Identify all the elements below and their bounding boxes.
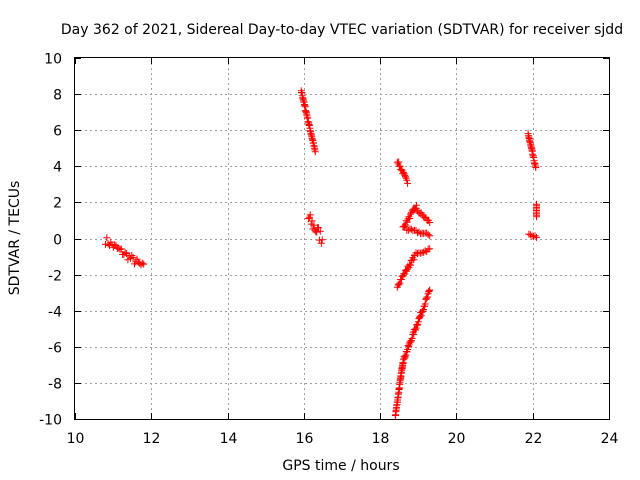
- y-tick-label: -4: [48, 305, 62, 321]
- data-point: [407, 225, 415, 233]
- x-tick-labels: 10 12 14 16 18 20 22 24: [67, 431, 619, 447]
- data-point: [140, 260, 148, 268]
- data-point: [426, 232, 434, 240]
- data-point: [531, 232, 539, 240]
- y-tick-labels: -10 -8 -6 -4 -2 0 2 4 6 8 10: [39, 52, 62, 429]
- data-point: [533, 233, 540, 241]
- data-point: [399, 360, 407, 367]
- data-point: [395, 280, 403, 288]
- data-point: [410, 256, 418, 264]
- plot-frame: [74, 57, 610, 420]
- data-point: [426, 286, 434, 294]
- data-point: [129, 253, 137, 261]
- x-tick-label: 20: [448, 431, 466, 447]
- data-point: [396, 279, 404, 287]
- data-point: [407, 209, 415, 217]
- y-tick-label: -6: [48, 341, 62, 357]
- axis-ticks: [75, 58, 610, 420]
- data-point: [304, 215, 312, 223]
- data-point: [103, 234, 111, 242]
- data-point: [404, 179, 412, 187]
- data-point: [412, 204, 420, 212]
- data-point: [116, 246, 124, 253]
- y-axis-label: SDTVAR / TECUs: [7, 181, 23, 296]
- data-point: [308, 217, 316, 225]
- data-point: [396, 162, 404, 170]
- data-point: [306, 211, 314, 219]
- data-point: [121, 249, 129, 257]
- data-point: [533, 200, 540, 208]
- data-point: [317, 239, 325, 247]
- data-point: [419, 307, 427, 315]
- data-point: [313, 228, 321, 236]
- x-tick-label: 14: [220, 431, 238, 447]
- data-point: [138, 259, 146, 267]
- data-point: [407, 210, 414, 218]
- chart-title: Day 362 of 2021, Sidereal Day-to-day VTE…: [61, 22, 623, 38]
- y-tick-label: 4: [53, 160, 62, 176]
- data-point: [424, 231, 432, 239]
- data-point: [397, 276, 405, 283]
- y-tick-label: 8: [53, 88, 62, 104]
- data-point: [408, 335, 416, 342]
- data-points: [102, 87, 540, 419]
- data-point: [426, 219, 434, 226]
- data-point: [401, 353, 409, 361]
- data-point: [530, 232, 537, 240]
- data-point: [318, 236, 326, 244]
- grid-lines: [75, 58, 609, 419]
- data-point: [316, 227, 324, 235]
- data-point: [426, 245, 434, 253]
- data-point: [422, 295, 430, 303]
- data-point: [401, 223, 409, 231]
- data-point: [400, 168, 407, 176]
- data-point: [406, 215, 414, 222]
- data-point: [420, 248, 428, 256]
- x-tick-label: 10: [67, 431, 85, 447]
- y-tick-label: 6: [53, 124, 62, 140]
- data-point: [403, 265, 411, 273]
- data-point: [532, 164, 540, 171]
- data-point: [310, 221, 318, 229]
- x-tick-label: 16: [296, 431, 314, 447]
- x-tick-label: 12: [143, 431, 161, 447]
- x-tick-label: 24: [601, 431, 619, 447]
- data-point: [117, 245, 125, 253]
- data-point: [417, 311, 425, 319]
- x-axis-label: GPS time / hours: [282, 458, 399, 474]
- y-tick-label: 2: [53, 196, 62, 212]
- data-point: [415, 228, 423, 236]
- data-point: [421, 247, 429, 255]
- data-point: [406, 261, 414, 269]
- data-point: [395, 158, 403, 166]
- data-point: [526, 231, 534, 239]
- data-point: [403, 176, 411, 184]
- data-point: [402, 173, 409, 181]
- x-tick-label: 18: [372, 431, 390, 447]
- y-tick-label: -2: [48, 269, 62, 285]
- data-point: [403, 218, 411, 226]
- data-point: [425, 288, 433, 296]
- data-point: [311, 148, 319, 156]
- data-point: [400, 170, 408, 178]
- x-tick-label: 22: [525, 431, 543, 447]
- data-point: [406, 338, 414, 346]
- data-point: [413, 321, 421, 329]
- data-point: [401, 354, 409, 362]
- y-tick-label: 0: [53, 233, 62, 249]
- y-tick-label: -10: [39, 413, 62, 429]
- data-point: [410, 330, 418, 338]
- data-point: [111, 241, 119, 249]
- y-tick-label: -8: [48, 377, 62, 393]
- data-point: [315, 224, 322, 232]
- data-point: [421, 300, 429, 308]
- y-tick-label: 10: [44, 52, 62, 68]
